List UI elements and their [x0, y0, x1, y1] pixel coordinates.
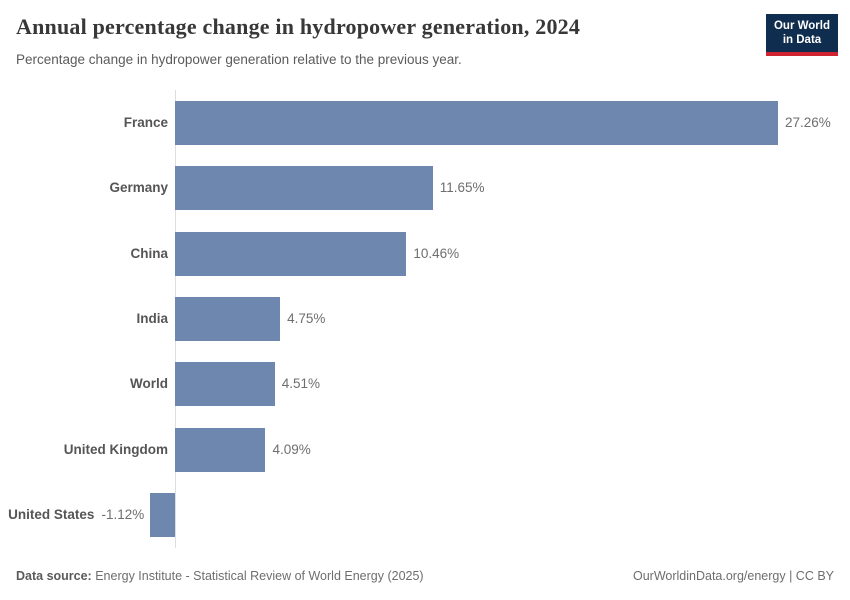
bar[interactable] — [175, 100, 778, 145]
data-source: Data source: Energy Institute - Statisti… — [16, 569, 424, 583]
value-label: 27.26% — [785, 114, 831, 130]
chart-footer: Data source: Energy Institute - Statisti… — [16, 569, 834, 583]
bar[interactable] — [175, 296, 281, 341]
entity-label: Germany — [109, 180, 168, 196]
bar[interactable] — [175, 427, 266, 472]
bar[interactable] — [175, 231, 407, 276]
bar-row: 4.75% India — [0, 286, 850, 351]
owid-logo-line1: Our World — [773, 20, 830, 32]
bar-row: 4.09% United Kingdom — [0, 417, 850, 482]
entity-label: World — [130, 376, 168, 392]
credit-line[interactable]: OurWorldinData.org/energy | CC BY — [632, 569, 834, 583]
bar-row: 10.46% China — [0, 221, 850, 286]
entity-label: China — [130, 245, 168, 261]
value-label: 10.46% — [413, 245, 460, 261]
data-source-label: Data source: — [16, 569, 92, 583]
bar-row: 27.26% France — [0, 90, 850, 155]
value-label: 4.75% — [287, 310, 326, 326]
value-label: 11.65% — [439, 180, 485, 196]
value-label: 4.09% — [272, 441, 311, 457]
value-label: -1.12% — [101, 507, 145, 523]
entity-label: United Kingdom — [63, 441, 168, 457]
owid-logo[interactable]: Our World in Data — [766, 14, 838, 56]
value-label: 4.51% — [281, 376, 321, 392]
bar-chart: 27.26% France 11.65% Germany 10.46% China 4.75… — [0, 90, 850, 548]
data-source-text: Energy Institute - Statistical Review of… — [91, 569, 424, 583]
bar[interactable] — [150, 493, 175, 538]
bar[interactable] — [175, 166, 433, 211]
bar-row: 11.65% Germany — [0, 155, 850, 220]
entity-label: United States -1.12% — [8, 507, 145, 523]
entity-label: France — [123, 114, 168, 130]
entity-label: India — [136, 310, 168, 326]
owid-logo-line2: in Data — [782, 34, 822, 47]
bar-row: 4.51% World — [0, 352, 850, 417]
page-title: Annual percentage change in hydropower g… — [16, 14, 581, 39]
bar[interactable] — [175, 362, 275, 407]
bar-row: United States -1.12% — [0, 483, 850, 548]
page-subtitle: Percentage change in hydropower generati… — [16, 52, 462, 67]
